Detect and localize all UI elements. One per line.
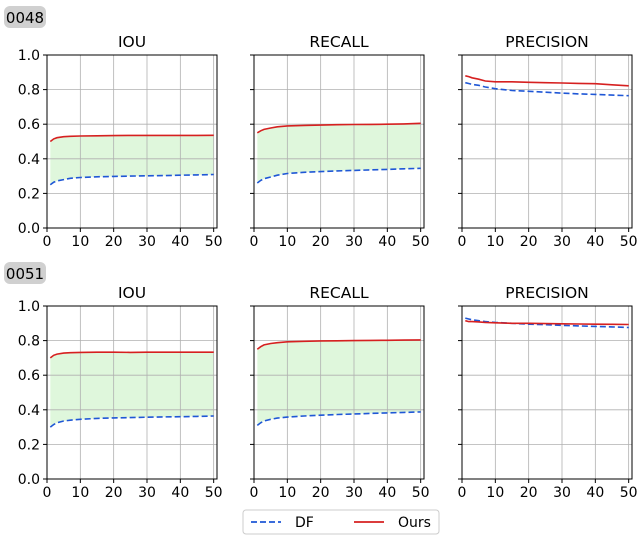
x-tick-label: 30 xyxy=(138,234,156,250)
subplot-title: RECALL xyxy=(309,33,369,51)
x-tick-label: 10 xyxy=(486,234,504,250)
legend-label-df: DF xyxy=(295,515,314,531)
group-label-0051: 0051 xyxy=(6,265,44,283)
legend: DF Ours xyxy=(242,509,440,535)
plot-frame xyxy=(461,305,633,480)
x-tick-label: 10 xyxy=(278,234,296,250)
series-line-ours xyxy=(465,75,629,87)
x-tick-label: 30 xyxy=(345,485,363,501)
x-tick-label: 30 xyxy=(345,234,363,250)
subplot-title: IOU xyxy=(118,33,146,51)
x-tick-label: 40 xyxy=(378,234,396,250)
subplot-0048-iou: 0 10 20 30 40 50 0.0 0.2 0.4 0.6 0.8 1.0 IOU xyxy=(18,33,223,250)
y-tick-label: 0.2 xyxy=(18,186,40,202)
subplot-title: PRECISION xyxy=(505,33,589,51)
x-tick-label: 50 xyxy=(412,485,430,501)
x-tick-label: 0 xyxy=(250,234,259,250)
plot-frame xyxy=(253,305,425,480)
plot-frame xyxy=(46,54,218,229)
x-tick-label: 30 xyxy=(138,485,156,501)
subplot-0048-recall: 0 10 20 30 40 50 RECALL xyxy=(250,33,430,250)
x-tick-label: 20 xyxy=(105,234,123,250)
gap-fill-area xyxy=(50,352,214,428)
series-line-df xyxy=(49,415,214,428)
x-tick-label: 20 xyxy=(312,485,330,501)
series-line-df xyxy=(49,173,214,186)
x-tick-label: 0 xyxy=(458,234,467,250)
series-line-df xyxy=(256,411,421,427)
x-tick-label: 40 xyxy=(171,485,189,501)
y-tick-label: 0.6 xyxy=(18,368,40,384)
x-tick-label: 50 xyxy=(205,234,223,250)
x-tick-label: 20 xyxy=(520,234,538,250)
gap-fill-area xyxy=(257,339,421,426)
x-tick-label: 50 xyxy=(205,485,223,501)
legend-label-ours: Ours xyxy=(398,515,431,531)
plot-frame xyxy=(253,54,425,229)
x-tick-label: 0 xyxy=(250,485,259,501)
series-line-ours xyxy=(256,339,421,350)
subplot-grid: 0 10 20 30 40 50 0.0 0.2 0.4 0.6 0.8 1.0 IOU 0 10 20 30 4… xyxy=(18,33,638,501)
x-tick-label: 50 xyxy=(620,485,638,501)
y-tick-label: 1.0 xyxy=(18,299,40,315)
x-tick-label: 10 xyxy=(71,485,89,501)
subplot-0051-recall: 0 10 20 30 40 50 RECALL xyxy=(250,284,430,501)
x-tick-label: 0 xyxy=(43,485,52,501)
series-line-ours xyxy=(49,351,214,359)
y-tick-label: 0.4 xyxy=(18,403,40,419)
subplot-title: IOU xyxy=(118,284,146,302)
subplot-title: RECALL xyxy=(309,284,369,302)
x-tick-label: 0 xyxy=(43,234,52,250)
subplot-0051-precision: 0 10 20 30 40 50 PRECISION xyxy=(458,284,638,501)
x-tick-label: 40 xyxy=(586,485,604,501)
x-tick-label: 0 xyxy=(458,485,467,501)
y-tick-label: 0.8 xyxy=(18,83,40,99)
subplot-0051-iou: 0 10 20 30 40 50 0.0 0.2 0.4 0.6 0.8 1.0 IOU xyxy=(18,284,223,501)
y-tick-label: 0.6 xyxy=(18,117,40,133)
group-badge-0051: 0051 xyxy=(4,262,46,284)
y-tick-label: 0.4 xyxy=(18,152,40,168)
subplot-title: PRECISION xyxy=(505,284,589,302)
x-tick-label: 40 xyxy=(171,234,189,250)
y-tick-label: 0.0 xyxy=(18,221,40,237)
gap-fill-area xyxy=(50,135,214,185)
group-label-0048: 0048 xyxy=(6,9,44,27)
x-tick-label: 10 xyxy=(278,485,296,501)
x-tick-label: 50 xyxy=(412,234,430,250)
x-tick-label: 20 xyxy=(520,485,538,501)
x-tick-label: 20 xyxy=(105,485,123,501)
y-tick-label: 0.0 xyxy=(18,472,40,488)
gap-fill-area xyxy=(257,123,421,184)
x-tick-label: 30 xyxy=(553,234,571,250)
x-tick-label: 40 xyxy=(378,485,396,501)
series-line-df xyxy=(256,167,421,184)
y-tick-label: 1.0 xyxy=(18,48,40,64)
x-tick-label: 10 xyxy=(71,234,89,250)
y-tick-label: 0.2 xyxy=(18,437,40,453)
subplot-0048-precision: 0 10 20 30 40 50 PRECISION xyxy=(458,33,638,250)
x-tick-label: 40 xyxy=(586,234,604,250)
legend-frame xyxy=(242,509,440,535)
plot-frame xyxy=(46,305,218,480)
x-tick-label: 50 xyxy=(620,234,638,250)
y-tick-label: 0.8 xyxy=(18,334,40,350)
x-tick-label: 10 xyxy=(486,485,504,501)
series-line-ours xyxy=(465,319,629,326)
series-line-df xyxy=(465,81,629,97)
series-line-ours xyxy=(49,134,214,143)
x-tick-label: 30 xyxy=(553,485,571,501)
series-line-ours xyxy=(256,122,421,134)
group-badge-0048: 0048 xyxy=(4,6,46,28)
x-tick-label: 20 xyxy=(312,234,330,250)
plot-frame xyxy=(461,54,633,229)
